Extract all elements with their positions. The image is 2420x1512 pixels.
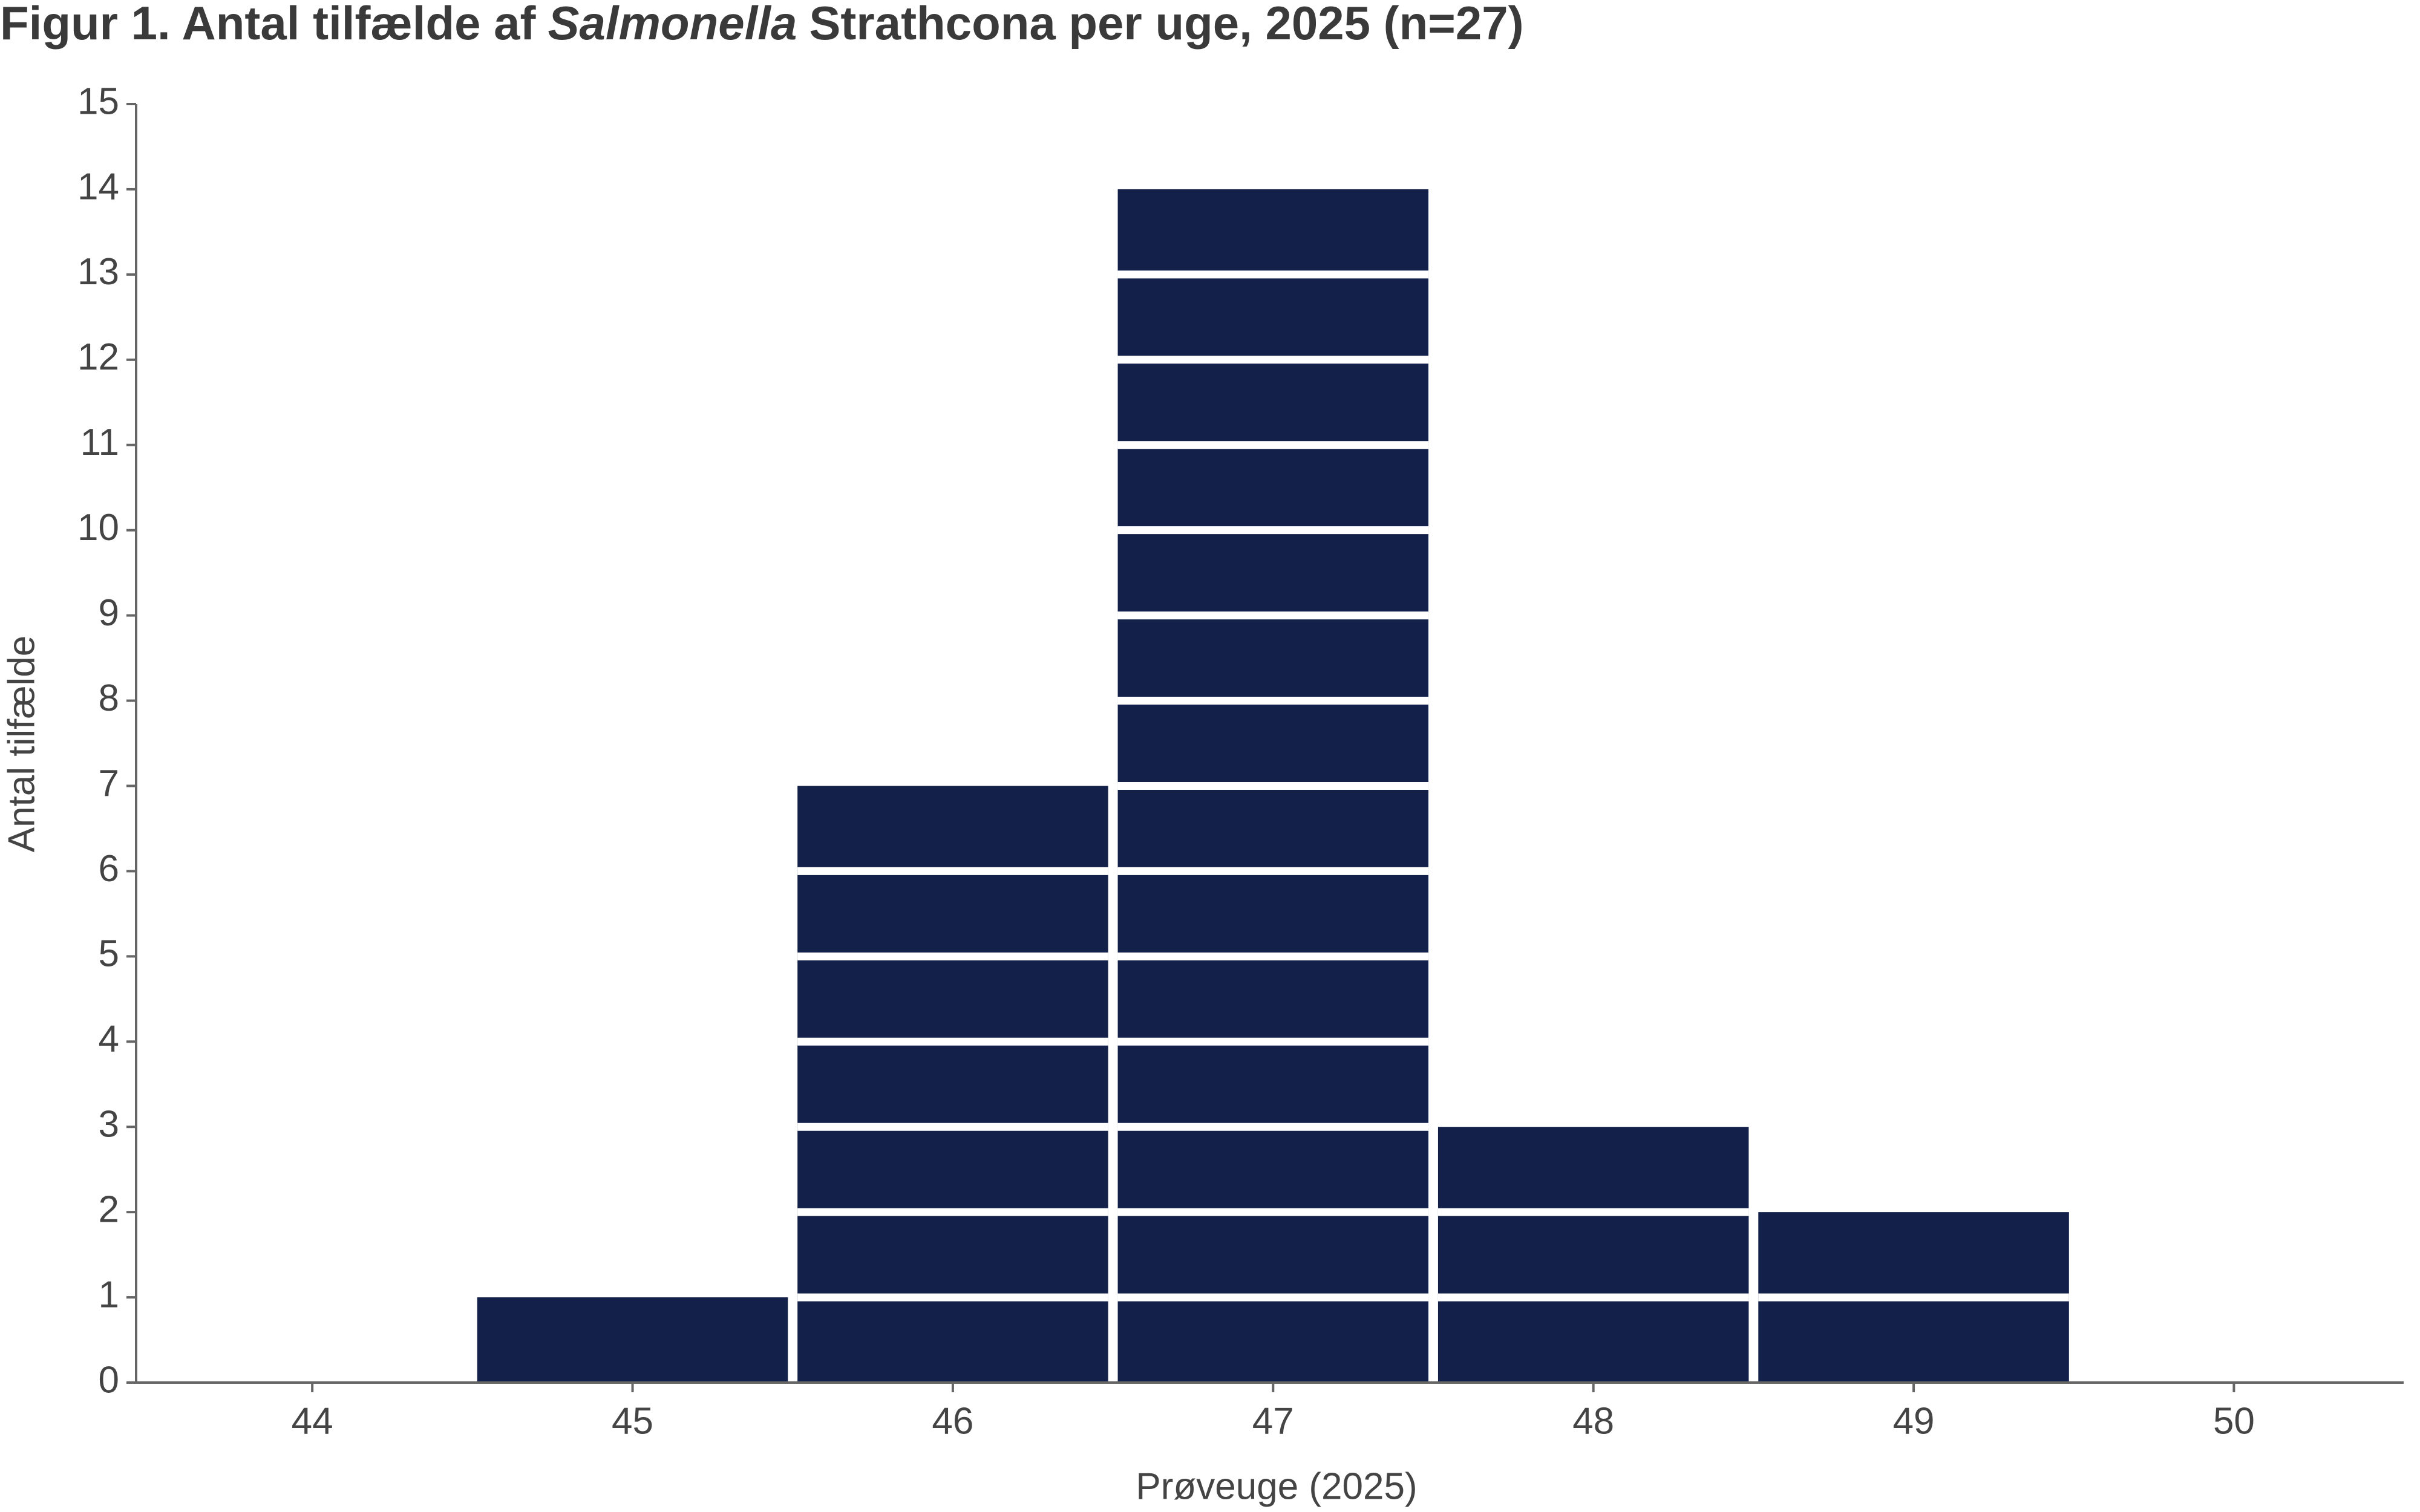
y-tick-label: 11	[80, 422, 119, 463]
title-italic: Salmonella	[548, 0, 797, 50]
x-tick-label: 44	[292, 1400, 333, 1442]
y-tick-label: 10	[77, 507, 119, 549]
bar	[1437, 1127, 1749, 1383]
y-tick-label: 15	[77, 80, 119, 122]
y-tick-label: 7	[99, 763, 119, 804]
y-tick-label: 3	[99, 1104, 119, 1145]
bar	[797, 786, 1108, 1383]
y-tick-label: 12	[77, 336, 119, 378]
title-start: Figur 1. Antal tilfælde af	[0, 0, 537, 50]
x-tick-label: 48	[1572, 1400, 1614, 1442]
y-tick-label: 14	[77, 166, 119, 207]
y-tick-label: 0	[99, 1359, 119, 1401]
x-tick-label: 45	[612, 1400, 653, 1442]
x-tick-label: 46	[932, 1400, 973, 1442]
bar	[477, 1297, 788, 1383]
y-tick-label: 8	[99, 677, 119, 719]
x-tick-label: 47	[1252, 1400, 1294, 1442]
y-tick-label: 1	[99, 1274, 119, 1315]
y-tick-label: 6	[99, 848, 119, 890]
y-tick-label: 4	[99, 1018, 119, 1060]
y-tick-label: 13	[77, 251, 119, 293]
x-axis-label: Prøveuge (2025)	[1136, 1465, 1417, 1507]
y-tick-label: 2	[99, 1189, 119, 1231]
title-end: Strathcona per uge, 2025 (n=27)	[809, 0, 1523, 50]
x-tick-label: 50	[2213, 1400, 2255, 1442]
x-tick-label: 49	[1893, 1400, 1935, 1442]
y-axis-label: Antal tilfælde	[1, 636, 42, 852]
y-tick-label: 9	[99, 592, 119, 634]
y-tick-label: 5	[99, 933, 119, 975]
chart-title: Figur 1. Antal tilfælde af Salmonella Stra…	[0, 0, 1524, 50]
